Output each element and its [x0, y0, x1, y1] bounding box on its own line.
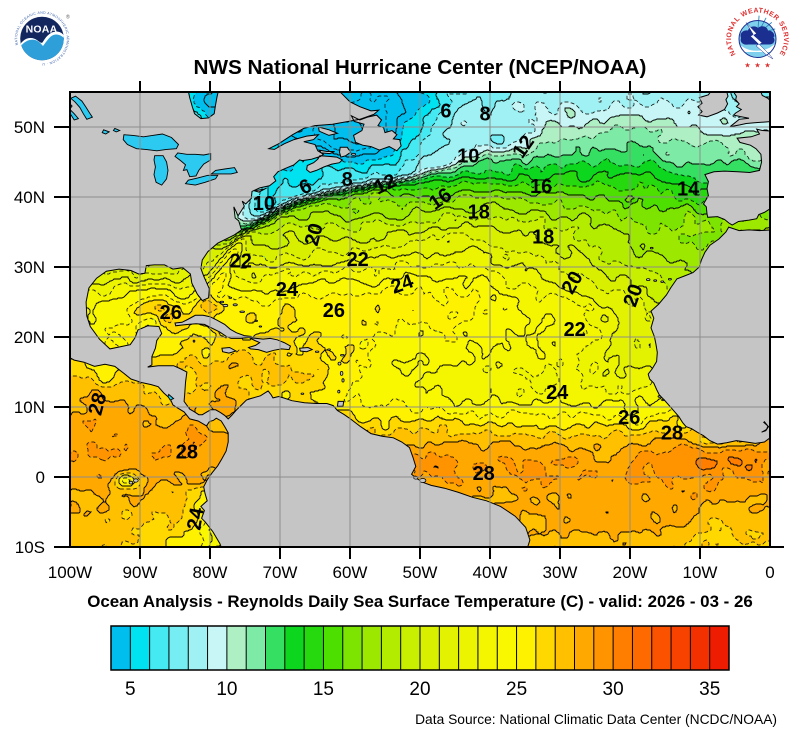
svg-text:20N: 20N	[14, 328, 45, 347]
svg-text:22: 22	[230, 250, 252, 272]
svg-text:28: 28	[176, 441, 198, 463]
svg-text:50N: 50N	[14, 118, 45, 137]
svg-text:35: 35	[699, 679, 720, 700]
svg-text:30W: 30W	[543, 563, 578, 582]
svg-text:30N: 30N	[14, 258, 45, 277]
svg-text:70W: 70W	[263, 563, 298, 582]
svg-text:★: ★	[764, 62, 770, 70]
svg-text:10: 10	[253, 193, 275, 215]
svg-text:40N: 40N	[14, 188, 45, 207]
svg-text:20: 20	[409, 679, 430, 700]
svg-text:Ocean Analysis - Reynolds Dail: Ocean Analysis - Reynolds Daily Sea Surf…	[87, 592, 753, 611]
svg-text:10W: 10W	[683, 563, 718, 582]
svg-text:28: 28	[661, 423, 683, 445]
svg-text:30: 30	[603, 679, 624, 700]
svg-text:★: ★	[754, 62, 760, 70]
svg-text:®: ®	[66, 14, 70, 21]
svg-text:5: 5	[125, 679, 136, 700]
svg-text:NWS National Hurricane Center: NWS National Hurricane Center (NCEP/NOAA…	[194, 56, 647, 79]
svg-text:25: 25	[506, 679, 527, 700]
svg-text:8: 8	[480, 103, 491, 125]
svg-text:0: 0	[36, 468, 45, 487]
svg-text:26: 26	[323, 300, 345, 322]
svg-text:Data Source: National Climatic: Data Source: National Climatic Data Cent…	[415, 712, 777, 727]
svg-text:22: 22	[347, 249, 369, 271]
svg-text:28: 28	[473, 463, 495, 485]
svg-text:24: 24	[276, 279, 299, 301]
svg-text:8: 8	[342, 169, 353, 191]
svg-text:NOAA: NOAA	[26, 24, 58, 36]
svg-text:18: 18	[532, 227, 554, 249]
svg-text:★: ★	[744, 62, 750, 70]
svg-text:40W: 40W	[473, 563, 508, 582]
svg-text:26: 26	[160, 302, 182, 324]
svg-text:16: 16	[530, 176, 552, 198]
svg-text:100W: 100W	[48, 563, 92, 582]
svg-text:14: 14	[677, 178, 700, 200]
svg-text:24: 24	[546, 382, 569, 404]
svg-text:50W: 50W	[403, 563, 438, 582]
svg-text:24: 24	[183, 505, 209, 532]
svg-text:10: 10	[216, 679, 237, 700]
svg-text:22: 22	[564, 319, 586, 341]
svg-text:20W: 20W	[613, 563, 648, 582]
svg-text:18: 18	[468, 201, 490, 223]
svg-text:90W: 90W	[123, 563, 158, 582]
svg-text:10: 10	[457, 145, 479, 167]
svg-text:15: 15	[313, 679, 334, 700]
svg-text:80W: 80W	[193, 563, 228, 582]
svg-text:0: 0	[765, 563, 774, 582]
svg-text:10N: 10N	[14, 398, 45, 417]
svg-text:26: 26	[618, 407, 640, 429]
svg-text:10S: 10S	[15, 538, 45, 557]
svg-text:60W: 60W	[333, 563, 368, 582]
svg-text:6: 6	[440, 101, 451, 123]
